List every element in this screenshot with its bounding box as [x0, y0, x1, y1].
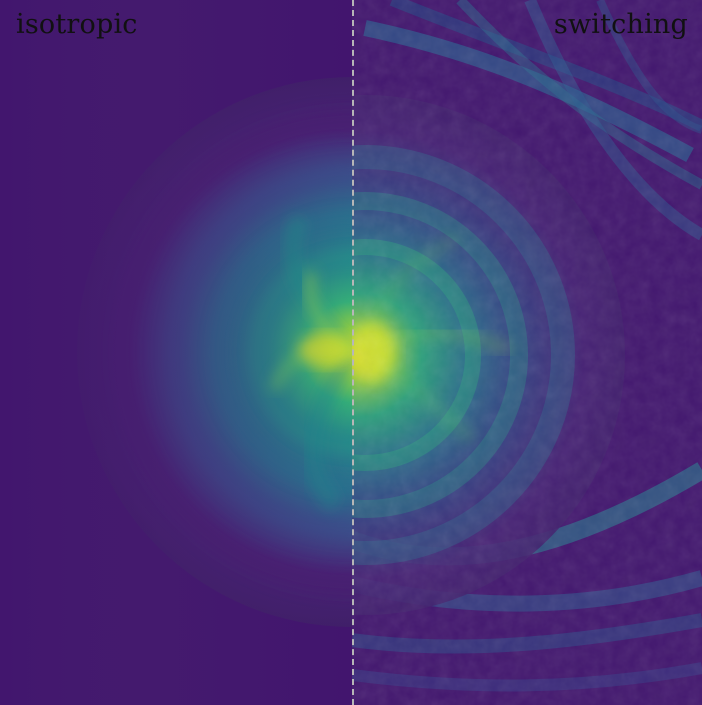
- isotropic-label: isotropic: [16, 9, 138, 40]
- switching-label: switching: [553, 9, 688, 40]
- isotropic-panel: [0, 0, 352, 705]
- switching-panel: [352, 0, 702, 705]
- center-divider: [352, 0, 354, 705]
